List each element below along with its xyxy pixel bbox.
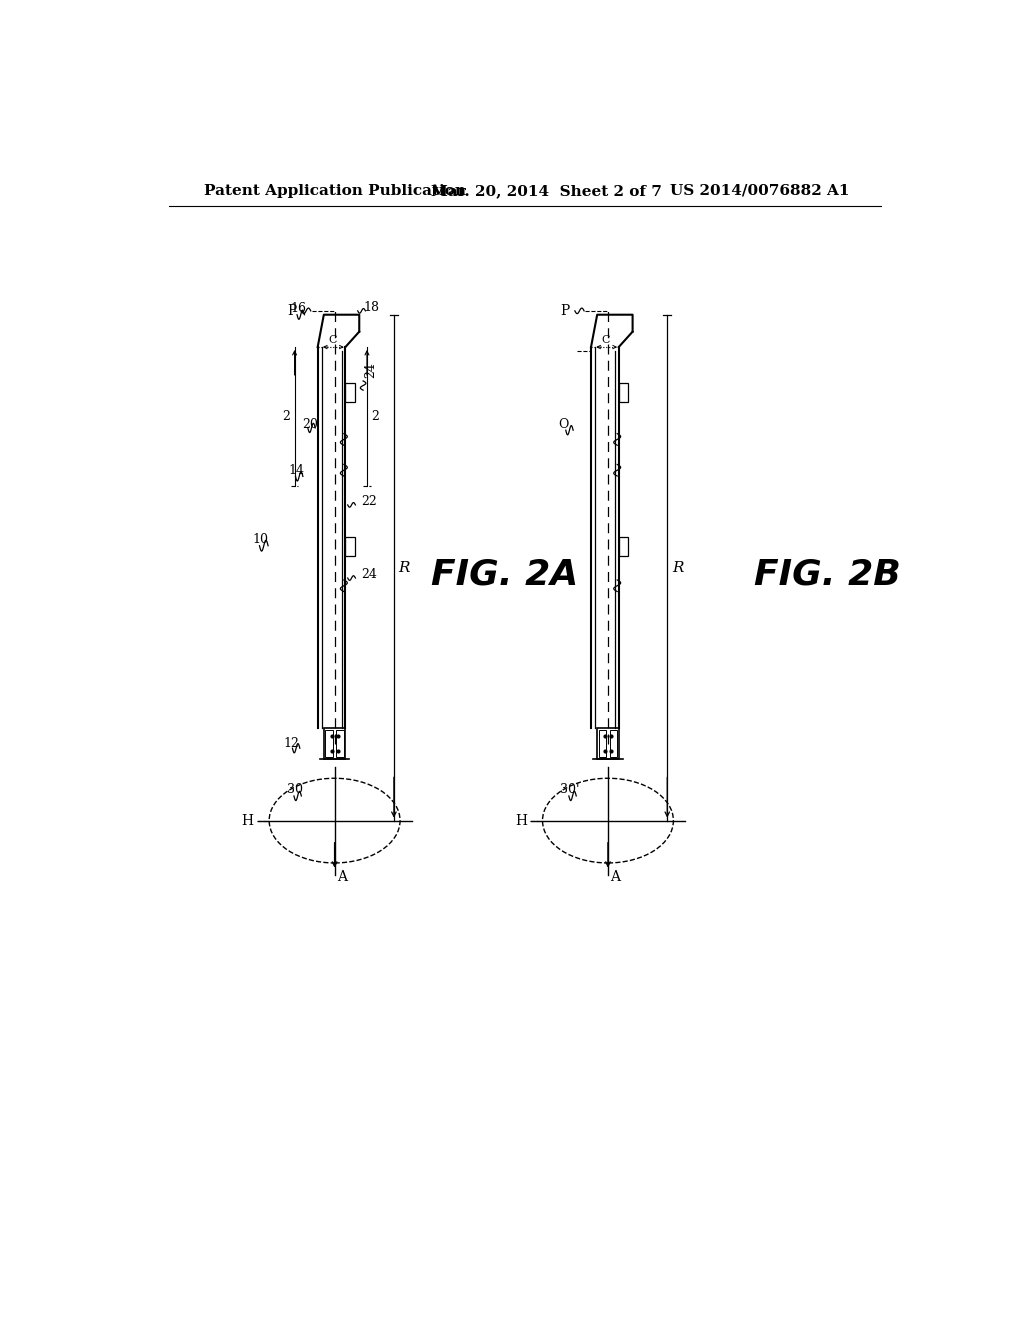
Text: FIG. 2B: FIG. 2B: [755, 557, 901, 591]
Text: R: R: [398, 561, 410, 574]
Text: O: O: [559, 417, 569, 430]
Text: P: P: [287, 304, 296, 318]
Text: 16: 16: [291, 302, 307, 315]
Text: 20: 20: [302, 417, 318, 430]
Text: 10: 10: [252, 533, 268, 546]
Text: 24: 24: [360, 568, 377, 581]
Text: 30: 30: [287, 783, 303, 796]
Text: A: A: [610, 870, 621, 884]
Text: P: P: [560, 304, 569, 318]
Bar: [618, 537, 628, 557]
Text: 22: 22: [360, 495, 377, 508]
Text: Mar. 20, 2014  Sheet 2 of 7: Mar. 20, 2014 Sheet 2 of 7: [431, 183, 662, 198]
Text: 2: 2: [282, 409, 290, 422]
Bar: [345, 537, 354, 557]
Text: R: R: [672, 561, 683, 574]
Text: Patent Application Publication: Patent Application Publication: [204, 183, 466, 198]
Text: C: C: [328, 335, 337, 345]
Bar: [324, 729, 345, 759]
Text: 18: 18: [364, 301, 379, 314]
Text: 2: 2: [371, 409, 379, 422]
Bar: [336, 730, 344, 758]
Text: 30': 30': [560, 783, 580, 796]
Text: C: C: [601, 335, 610, 345]
Bar: [618, 383, 628, 403]
Text: 12: 12: [283, 737, 299, 750]
Bar: [599, 730, 606, 758]
Bar: [597, 729, 618, 759]
Text: 14: 14: [289, 463, 304, 477]
Bar: [609, 730, 617, 758]
Text: H: H: [515, 813, 527, 828]
Text: US 2014/0076882 A1: US 2014/0076882 A1: [670, 183, 849, 198]
Bar: [345, 383, 354, 403]
Text: H: H: [242, 813, 254, 828]
Text: 24: 24: [365, 362, 378, 378]
Text: FIG. 2A: FIG. 2A: [431, 557, 579, 591]
Bar: [326, 730, 333, 758]
Text: A: A: [337, 870, 347, 884]
